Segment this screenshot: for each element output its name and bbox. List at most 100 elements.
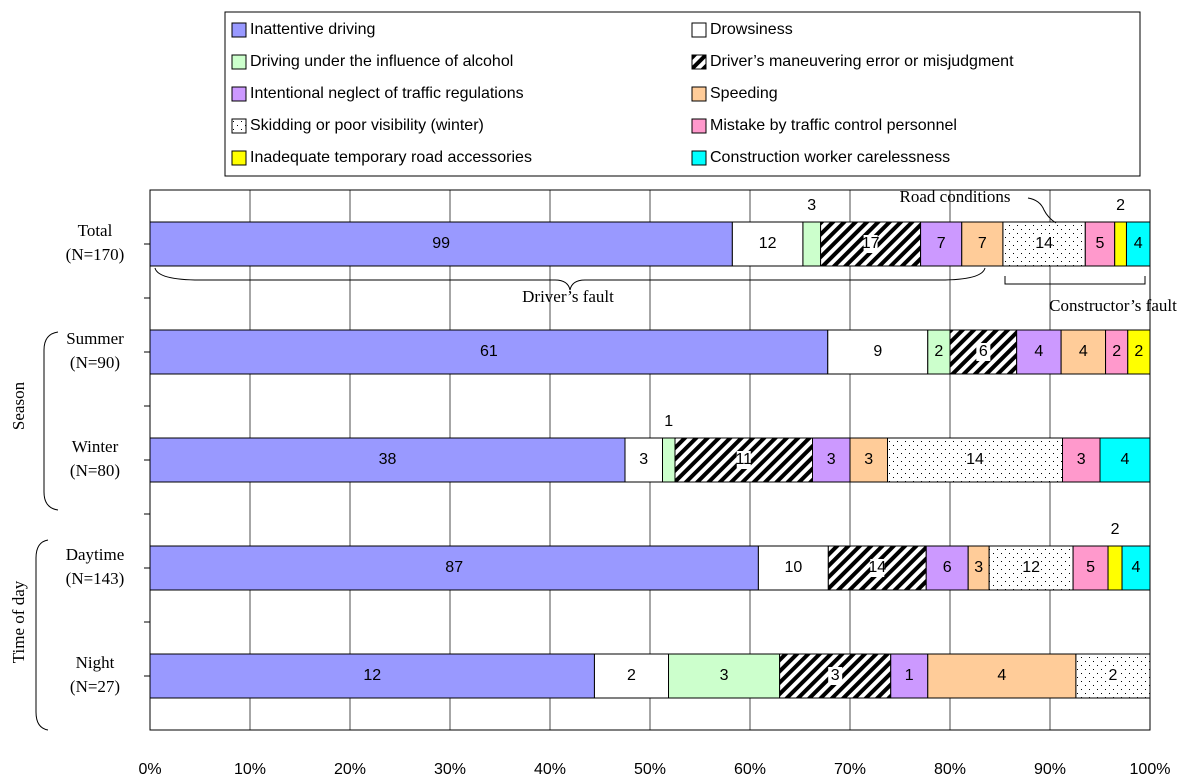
label-bg [863, 235, 878, 253]
data-label: 5 [1086, 559, 1095, 576]
bar-segment [1121, 545, 1151, 591]
bar-segment [1072, 545, 1109, 591]
data-label: 61 [480, 343, 498, 360]
legend-label: Drowsiness [710, 21, 793, 38]
data-label: 3 [827, 451, 836, 468]
road-conditions-leader [1027, 197, 1057, 224]
x-tick-label: 60% [734, 761, 766, 778]
label-bg [968, 451, 982, 469]
bar-segment [149, 221, 733, 267]
data-label: 2 [627, 667, 636, 684]
bar-segment [149, 545, 759, 591]
time-bracket [35, 539, 49, 731]
legend-swatch [691, 54, 707, 70]
legend-label: Inattentive driving [250, 21, 375, 38]
legend-swatch [691, 86, 707, 102]
data-label: 2 [1134, 343, 1143, 360]
season-bracket [43, 331, 59, 511]
data-label: 2 [1112, 343, 1121, 360]
bar-segment [1016, 329, 1062, 375]
category-n-label: (N=27) [70, 677, 120, 696]
data-label: 3 [974, 559, 983, 576]
bars [149, 221, 1151, 699]
bar-segment [1062, 437, 1101, 483]
legend-swatch [691, 118, 707, 134]
legend-swatch [231, 86, 247, 102]
x-tick-label: 30% [434, 761, 466, 778]
data-label: 3 [864, 451, 873, 468]
x-tick-label: 0% [138, 761, 161, 778]
label-bg [1105, 667, 1120, 685]
category-label: Winter [72, 437, 119, 456]
x-tick-label: 90% [1034, 761, 1066, 778]
bar-segment [802, 221, 822, 267]
x-tick-label: 50% [634, 761, 666, 778]
data-label: 4 [1132, 559, 1141, 576]
data-label: 2 [934, 343, 943, 360]
legend-label: Speeding [710, 85, 778, 102]
data-label: 3 [1077, 451, 1086, 468]
bar-segment [1127, 329, 1151, 375]
legend-label: Construction worker carelessness [710, 149, 950, 166]
x-tick-label: 80% [934, 761, 966, 778]
data-label: 4 [997, 667, 1006, 684]
x-tick-label: 20% [334, 761, 366, 778]
data-label: 12 [759, 235, 777, 252]
category-n-label: (N=170) [66, 245, 125, 264]
category-label: Summer [66, 329, 124, 348]
bar-segment [1099, 437, 1151, 483]
bar-segment [149, 653, 595, 699]
annotation: Road conditions [900, 187, 1011, 206]
annotation: Driver’s fault [522, 287, 614, 306]
label-bg [1037, 235, 1052, 253]
data-label: 11 [735, 451, 752, 468]
constructors-fault-bracket [1004, 276, 1146, 285]
annotation: Constructor’s fault [1049, 296, 1177, 315]
data-label: 14 [868, 559, 886, 576]
category-label: Night [76, 653, 115, 672]
data-label: 4 [1079, 343, 1088, 360]
data-label: 3 [831, 667, 840, 684]
bar-segment [668, 653, 781, 699]
legend-swatch [231, 118, 247, 134]
data-label: 4 [1034, 343, 1043, 360]
label-bg [736, 451, 751, 469]
data-label: 5 [1096, 235, 1105, 252]
data-label: 1 [905, 667, 914, 684]
bar-segment [662, 437, 676, 483]
legend-swatch [231, 150, 247, 166]
legend-label: Skidding or poor visibility (winter) [250, 117, 484, 134]
category-n-label: (N=80) [70, 461, 120, 480]
category-n-label: (N=143) [66, 569, 125, 588]
data-label: 14 [1035, 235, 1053, 252]
label-bg [828, 667, 843, 685]
bar-segment [1084, 221, 1116, 267]
label-bg [1024, 559, 1039, 577]
category-label: Total [78, 221, 113, 240]
bar-segment [1114, 221, 1127, 267]
x-tick-label: 10% [234, 761, 266, 778]
bar-segment [827, 329, 929, 375]
x-tick-label: 70% [834, 761, 866, 778]
group-label: Season [9, 381, 28, 430]
bar-segment [812, 437, 851, 483]
category-label: Daytime [66, 545, 125, 564]
drivers-fault-brace [154, 267, 986, 291]
bar-segment [1060, 329, 1107, 375]
bar-segment [1125, 221, 1151, 267]
data-label: 14 [966, 451, 984, 468]
data-label: 2 [1109, 667, 1118, 684]
data-label: 2 [1111, 521, 1120, 538]
data-label: 3 [807, 197, 816, 214]
data-label: 99 [432, 235, 450, 252]
data-label: 2 [1116, 197, 1125, 214]
group-label: Time of day [9, 580, 28, 663]
data-label: 1 [664, 413, 673, 430]
bar-segment [961, 221, 1004, 267]
data-label: 87 [445, 559, 463, 576]
data-label: 10 [784, 559, 802, 576]
legend-swatch [231, 22, 247, 38]
bar-segment [927, 653, 1077, 699]
bar-segment [1107, 545, 1123, 591]
label-bg [870, 559, 885, 577]
